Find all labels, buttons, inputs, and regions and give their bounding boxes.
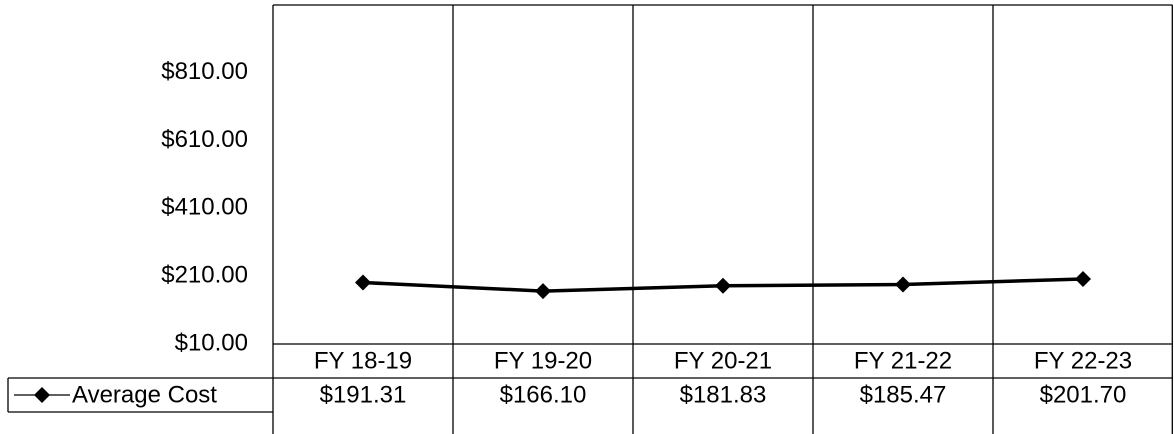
x-tick-label: FY 20-21 — [674, 347, 772, 374]
y-tick-label: $610.00 — [161, 126, 248, 153]
x-tick-label: FY 18-19 — [314, 347, 412, 374]
x-tick-label: FY 19-20 — [494, 347, 592, 374]
data-table-value: $201.70 — [1040, 381, 1127, 408]
data-table-value: $166.10 — [500, 381, 587, 408]
data-table-value: $185.47 — [860, 381, 947, 408]
legend-marker — [34, 387, 50, 403]
marker — [895, 276, 911, 293]
data-table-value: $181.83 — [680, 381, 767, 408]
marker — [535, 283, 551, 300]
marker — [1075, 271, 1091, 288]
x-tick-label: FY 22-23 — [1034, 347, 1132, 374]
y-tick-label: $10.00 — [175, 329, 248, 356]
y-tick-label: $410.00 — [161, 194, 248, 221]
legend-label: Average Cost — [72, 381, 217, 408]
marker — [355, 274, 371, 291]
y-tick-label: $210.00 — [161, 262, 248, 289]
marker — [715, 277, 731, 294]
y-tick-label: $810.00 — [161, 58, 248, 85]
data-table-value: $191.31 — [320, 381, 407, 408]
x-tick-label: FY 21-22 — [854, 347, 952, 374]
